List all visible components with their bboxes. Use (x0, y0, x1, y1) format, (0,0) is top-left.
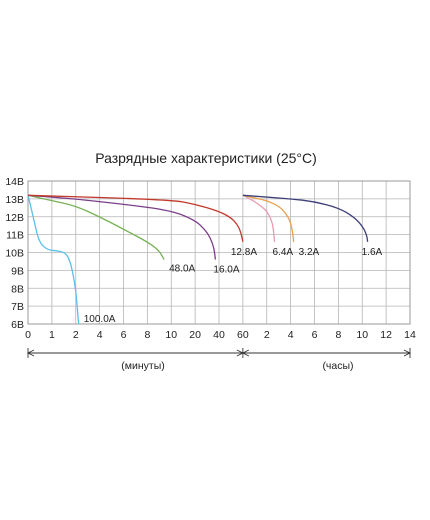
x-tick-label-minutes: 8 (144, 329, 150, 341)
x-tick-label-minutes: 1 (49, 329, 55, 341)
chart-title: Разрядные характеристики (25°C) (95, 150, 317, 166)
x-tick-label-hours: 14 (404, 329, 416, 341)
minutes-label: (минуты) (121, 360, 164, 372)
x-tick-label-minutes: 40 (213, 329, 225, 341)
curve-label-100-0A: 100.0A (84, 314, 116, 325)
discharge-curves (27, 194, 369, 325)
y-tick-label: 8В (11, 283, 24, 295)
discharge-curve-100-0A (27, 195, 80, 325)
x-tick-label-minutes: 4 (97, 329, 103, 341)
x-tick-label-hours: 12 (380, 329, 392, 341)
x-tick-label-hours: 6 (312, 329, 318, 341)
curve-label-12-8A: 12.8A (231, 247, 257, 258)
curve-label-16-0A: 16.0A (213, 265, 239, 276)
x-tick-label-hours: 8 (335, 329, 341, 341)
x-tick-label-hours: 4 (288, 329, 294, 341)
curve-labels: 100.0A 48.0A 16.0A 12.8A 6.4A 3.2A 1.6A (84, 247, 383, 325)
y-tick-label: 9В (11, 265, 24, 277)
x-tick-label-minutes: 0 (25, 329, 31, 341)
x-tick-label-minutes: 2 (73, 329, 79, 341)
discharge-curve-1-6A (242, 194, 369, 242)
y-tick-label: 7В (11, 301, 24, 313)
curve-label-48-0A: 48.0A (169, 264, 195, 275)
plot-frame (27, 180, 411, 325)
hours-label: (часы) (322, 360, 353, 372)
discharge-curve-16-0A (27, 194, 217, 260)
y-tick-label: 12В (5, 212, 24, 224)
y-tick-label: 14В (5, 176, 24, 188)
discharge-curve-48-0A (27, 194, 165, 260)
discharge-curve-12-8A (27, 194, 244, 242)
x-tick-label-hours: 2 (264, 329, 270, 341)
x-tick-label-minutes: 60 (237, 329, 249, 341)
y-tick-label: 10В (5, 248, 24, 260)
curve-label-1-6A: 1.6A (362, 247, 383, 258)
x-tick-label-minutes: 20 (189, 329, 201, 341)
curve-label-3-2A: 3.2A (299, 247, 320, 258)
time-unit-arrows (26, 348, 412, 358)
discharge-curve-3-2A (242, 194, 295, 242)
discharge-curve-6-4A (242, 194, 276, 242)
grid (27, 180, 411, 325)
y-tick-label: 13В (5, 194, 24, 206)
x-tick-label-minutes: 6 (121, 329, 127, 341)
x-tick-label-minutes: 10 (165, 329, 177, 341)
y-tick-label: 11В (6, 230, 24, 242)
y-tick-label: 6В (11, 319, 24, 331)
curve-label-6-4A: 6.4A (273, 247, 294, 258)
x-tick-label-hours: 10 (356, 329, 368, 341)
